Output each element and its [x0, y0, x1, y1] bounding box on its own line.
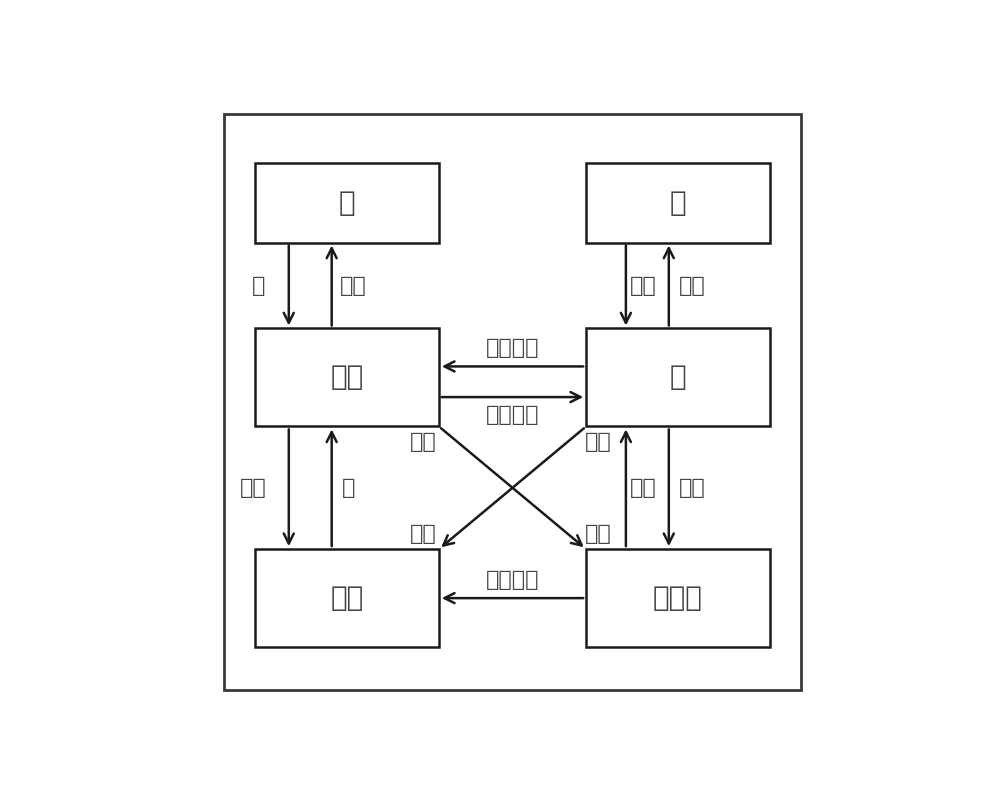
Text: 焦耳: 焦耳	[679, 478, 705, 498]
Text: 温度: 温度	[630, 478, 656, 498]
Text: 光: 光	[670, 189, 686, 217]
Text: 温度: 温度	[410, 524, 437, 544]
Text: 电磁场: 电磁场	[653, 584, 703, 612]
Text: 位移: 位移	[240, 478, 267, 498]
Text: 辐射: 辐射	[679, 275, 705, 295]
Text: 流动: 流动	[585, 431, 612, 452]
Text: 洛伦兹力: 洛伦兹力	[486, 570, 539, 590]
Text: 分布: 分布	[585, 524, 612, 544]
Text: 传热散热: 传热散热	[486, 405, 539, 426]
Text: 位移: 位移	[340, 275, 367, 295]
Bar	[586, 163, 770, 243]
Bar	[255, 329, 439, 427]
Text: 流场: 流场	[330, 584, 364, 612]
Text: 力: 力	[251, 275, 265, 295]
Text: 热: 热	[670, 364, 686, 392]
Text: 膨胀收缩: 膨胀收缩	[486, 338, 539, 358]
Bar	[586, 549, 770, 647]
Text: 结构: 结构	[330, 364, 364, 392]
Text: 强度: 强度	[410, 431, 437, 452]
Text: 力: 力	[342, 478, 356, 498]
Bar	[255, 163, 439, 243]
Text: 吸收: 吸收	[630, 275, 656, 295]
Text: 声: 声	[339, 189, 355, 217]
Bar	[255, 549, 439, 647]
Bar	[586, 329, 770, 427]
